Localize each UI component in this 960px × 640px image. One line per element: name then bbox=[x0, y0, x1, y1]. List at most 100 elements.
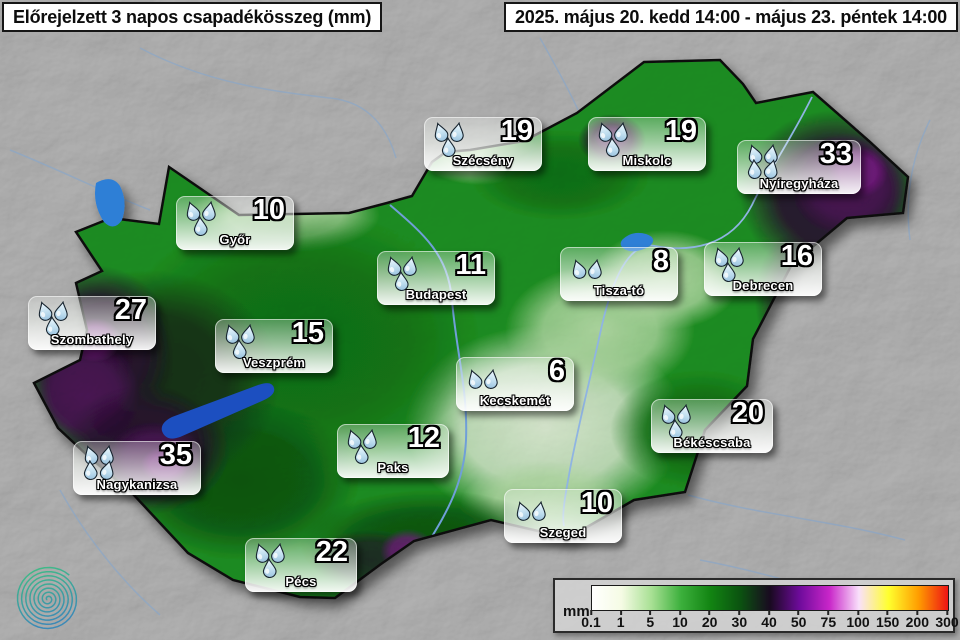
station-name: Budapest bbox=[405, 287, 467, 302]
raindrop-icon bbox=[674, 403, 694, 426]
station-name: Tisza-tó bbox=[593, 283, 645, 298]
raindrop-icon bbox=[191, 215, 209, 237]
raindrop-icon bbox=[181, 199, 203, 223]
station-name: Veszprém bbox=[242, 355, 306, 370]
raindrop-icon bbox=[709, 245, 731, 269]
station-label: 33 Nyíregyháza bbox=[737, 138, 861, 194]
legend-tick: 1 bbox=[617, 610, 625, 630]
raindrop-icon bbox=[603, 136, 621, 158]
station-name: Szécsény bbox=[452, 153, 514, 168]
raindrop-icon bbox=[567, 257, 589, 281]
raindrops-icon bbox=[512, 493, 552, 533]
raindrop-icon bbox=[230, 338, 248, 360]
station-label: 8 Tisza-tó bbox=[560, 245, 678, 301]
raindrops-icon bbox=[385, 255, 425, 295]
station-name: Békéscsaba bbox=[673, 435, 751, 450]
legend-tick: 20 bbox=[702, 610, 717, 630]
station-label: 6 Kecskemét bbox=[456, 355, 574, 411]
raindrop-icon bbox=[447, 121, 467, 144]
station-name: Szeged bbox=[539, 525, 587, 540]
precipitation-value: 12 bbox=[407, 422, 440, 454]
raindrop-icon bbox=[429, 120, 451, 144]
station-label: 20 Békéscsaba bbox=[651, 397, 773, 453]
station-label: 19 Miskolc bbox=[588, 115, 706, 171]
station-name: Szombathely bbox=[50, 332, 134, 347]
raindrop-icon bbox=[79, 443, 101, 467]
raindrop-icon bbox=[268, 542, 288, 565]
lake-balaton bbox=[161, 383, 275, 439]
raindrops-icon bbox=[345, 428, 385, 468]
station-label: 27 Szombathely bbox=[28, 294, 156, 350]
raindrop-icon bbox=[199, 200, 219, 223]
precipitation-value: 20 bbox=[731, 397, 764, 429]
station-label: 16 Debrecen bbox=[704, 240, 822, 296]
station-label: 10 Győr bbox=[176, 194, 294, 250]
legend-tick: 150 bbox=[876, 610, 899, 630]
raindrop-icon bbox=[260, 557, 278, 579]
raindrop-icon bbox=[360, 428, 380, 451]
station-label: 15 Veszprém bbox=[215, 317, 333, 373]
raindrops-icon bbox=[432, 121, 472, 161]
station-name: Nyíregyháza bbox=[759, 176, 839, 191]
raindrops-icon bbox=[36, 300, 76, 340]
precipitation-value: 10 bbox=[580, 487, 613, 519]
raindrops-icon bbox=[712, 246, 752, 286]
station-name: Győr bbox=[219, 232, 251, 247]
raindrop-icon bbox=[745, 158, 763, 180]
raindrop-icon bbox=[529, 500, 549, 523]
station-name: Kecskemét bbox=[479, 393, 551, 408]
precipitation-value: 6 bbox=[548, 355, 565, 387]
map-title: Előrejelzett 3 napos csapadékösszeg (mm) bbox=[2, 2, 383, 32]
legend-tick: 0.1 bbox=[581, 610, 601, 630]
color-legend: mm 0.1 1 5 10 20 30 40 50 75 100 150 200 300 bbox=[553, 578, 959, 633]
raindrop-icon bbox=[352, 443, 370, 465]
raindrops-icon bbox=[659, 403, 699, 443]
precipitation-value: 19 bbox=[664, 115, 697, 147]
raindrop-icon bbox=[250, 541, 272, 565]
station-label: 22 Pécs bbox=[245, 536, 357, 592]
raindrop-icon bbox=[481, 368, 501, 391]
raindrop-icon bbox=[238, 323, 258, 346]
raindrop-icon bbox=[51, 300, 71, 323]
precipitation-value: 11 bbox=[455, 249, 486, 281]
raindrops-icon bbox=[568, 251, 608, 291]
raindrop-icon bbox=[585, 258, 605, 281]
lake-ferto bbox=[95, 179, 125, 227]
lake-tisza bbox=[620, 232, 654, 252]
raindrop-icon bbox=[511, 499, 533, 523]
legend-tick: 50 bbox=[791, 610, 806, 630]
raindrop-icon bbox=[727, 246, 747, 269]
raindrop-icon bbox=[439, 136, 457, 158]
raindrop-icon bbox=[81, 459, 99, 481]
precipitation-value: 35 bbox=[159, 439, 192, 471]
legend-ticks: 0.1 1 5 10 20 30 40 50 75 100 150 200 300 bbox=[581, 610, 959, 632]
raindrops-icon bbox=[596, 121, 636, 161]
raindrop-icon bbox=[666, 418, 684, 440]
station-label: 11 Budapest bbox=[377, 249, 495, 305]
precipitation-value: 27 bbox=[114, 294, 147, 326]
raindrops-icon bbox=[253, 542, 293, 582]
raindrop-icon bbox=[33, 299, 55, 323]
station-label: 10 Szeged bbox=[504, 487, 622, 543]
raindrop-icon bbox=[382, 254, 404, 278]
raindrops-icon bbox=[79, 443, 121, 485]
spiral-logo-icon bbox=[16, 566, 78, 630]
legend-tick: 100 bbox=[846, 610, 870, 630]
station-name: Miskolc bbox=[622, 153, 672, 168]
raindrop-icon bbox=[719, 261, 737, 283]
legend-color-bar bbox=[591, 585, 949, 611]
station-name: Pécs bbox=[285, 574, 317, 589]
raindrop-icon bbox=[97, 458, 118, 482]
station-label: 12 Paks bbox=[337, 422, 449, 478]
station-name: Debrecen bbox=[732, 278, 794, 293]
legend-unit-label: mm bbox=[563, 603, 590, 620]
precipitation-value: 8 bbox=[652, 245, 669, 277]
legend-tick: 200 bbox=[906, 610, 929, 630]
raindrop-icon bbox=[43, 315, 61, 337]
raindrop-icon bbox=[342, 427, 364, 451]
raindrop-icon bbox=[761, 157, 782, 181]
legend-tick: 5 bbox=[646, 610, 654, 630]
raindrop-icon bbox=[611, 121, 631, 144]
raindrop-icon bbox=[392, 270, 410, 292]
